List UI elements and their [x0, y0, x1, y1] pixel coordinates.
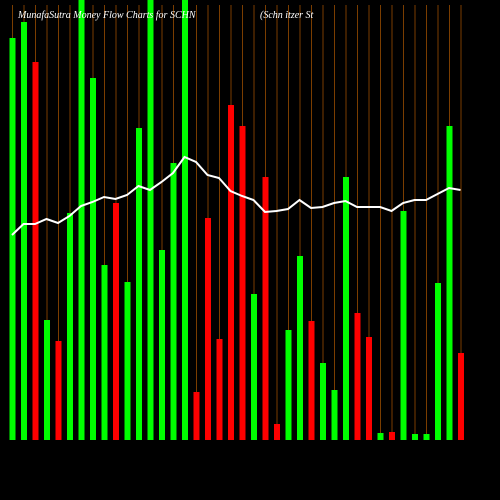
bar — [9, 38, 16, 440]
bar — [228, 105, 234, 440]
bar — [274, 424, 280, 440]
bar — [331, 390, 338, 440]
bar — [377, 433, 384, 440]
bar — [320, 363, 326, 440]
bar — [216, 339, 223, 440]
plot — [9, 0, 464, 440]
bar — [366, 337, 372, 440]
bar — [412, 434, 418, 440]
bar — [262, 177, 269, 440]
bar — [446, 126, 453, 440]
bar — [44, 320, 50, 440]
bar — [159, 250, 165, 440]
bar — [251, 294, 257, 440]
bar — [136, 128, 142, 440]
bar — [78, 0, 85, 440]
bar — [308, 321, 315, 440]
money-flow-line — [11, 155, 461, 236]
chart-subtitle: (Schn itzer St — [260, 10, 314, 21]
bar — [285, 330, 292, 440]
bar — [55, 341, 62, 440]
bar — [147, 0, 154, 440]
bar — [423, 434, 430, 440]
bar — [21, 22, 27, 440]
bar — [90, 78, 96, 440]
bar — [67, 213, 73, 440]
bar — [182, 0, 188, 440]
bar — [343, 177, 349, 440]
bar — [193, 392, 200, 440]
bar — [205, 218, 211, 440]
bar — [458, 353, 464, 440]
bar — [400, 211, 407, 440]
bar — [101, 265, 108, 440]
bar — [297, 256, 303, 440]
bar — [354, 313, 361, 440]
bar — [32, 62, 39, 440]
bar — [113, 203, 119, 440]
bar — [239, 126, 246, 440]
bar — [170, 163, 177, 440]
bar — [124, 282, 131, 440]
bar — [435, 283, 441, 440]
chart-title: MunafaSutra Money Flow Charts for SCHN — [17, 10, 197, 21]
bar — [389, 432, 395, 440]
